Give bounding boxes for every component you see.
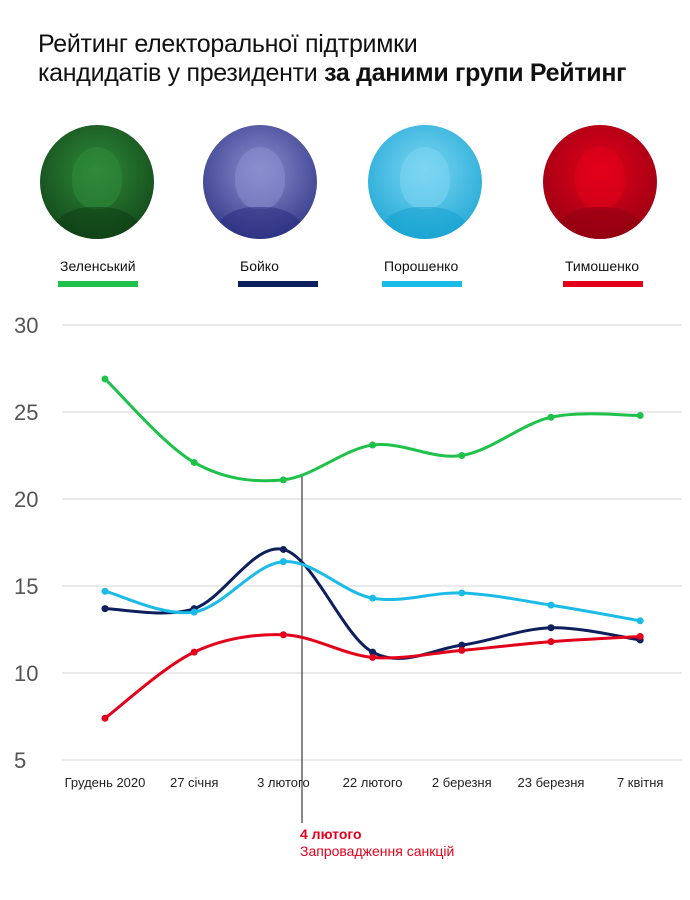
y-tick-label: 30 [14,313,38,338]
data-point [101,375,109,383]
data-point [458,646,466,654]
legend-label: Бойко [240,258,279,274]
data-point [636,632,644,640]
data-point [279,631,287,639]
title-source: за даними групи Рейтинг [324,59,627,87]
data-point [547,638,555,646]
candidate-photo-3 [520,125,680,239]
y-tick-label: 10 [14,661,38,686]
candidate-photo-1 [180,125,340,239]
event-annotation: 4 лютого Запровадження санкцій [300,826,454,860]
data-point [636,411,644,419]
data-point [101,605,109,613]
title-line-1: Рейтинг електоральної підтримки [38,30,418,58]
x-tick-label: 7 квітня [617,775,664,790]
data-point [279,558,287,566]
data-point [636,617,644,625]
legend-swatch [58,281,138,287]
y-tick-label: 5 [14,748,26,773]
data-point [369,594,377,602]
series-line-Зеленський [103,377,641,483]
y-tick-label: 25 [14,400,38,425]
portrait-image [368,125,482,239]
legend-label: Порошенко [384,258,459,274]
candidate-photo-2 [345,125,505,239]
legend-swatch [238,281,318,287]
series-line-Порошенко [104,560,641,623]
title-line-2: кандидатів у президенти за даними групи … [38,59,627,88]
series-line-Тимошенко [104,633,641,720]
portrait-image [40,125,154,239]
portrait-image [543,125,657,239]
y-tick-label: 20 [14,487,38,512]
data-point [369,648,377,656]
legend-label: Зеленський [60,258,136,274]
data-point [458,641,466,649]
x-tick-label: 23 березня [518,775,585,790]
data-point [190,608,198,616]
portrait-image [203,125,317,239]
event-date: 4 лютого [300,826,362,842]
data-point [190,648,198,656]
data-point [458,589,466,597]
x-tick-label: 27 січня [170,775,218,790]
x-tick-label: 22 лютого [343,775,403,790]
x-tick-label: 3 лютого [257,775,310,790]
candidate-photo-0 [17,125,177,239]
data-point [279,545,287,553]
data-point [458,452,466,459]
data-point [369,441,377,449]
data-point [190,458,198,466]
legend-swatch [382,281,462,287]
data-point [547,413,555,421]
y-tick-label: 15 [14,574,38,599]
data-point [369,653,377,661]
legend-swatch [563,281,643,287]
legend-label: Тимошенко [565,258,639,274]
data-point [101,714,109,722]
data-point [547,601,555,609]
chart-title: Рейтинг електоральної підтримки кандидат… [38,30,627,88]
data-point [547,624,555,632]
title-line-2-text: кандидатів у президенти [38,59,325,87]
x-tick-label: Грудень 2020 [65,775,146,790]
event-text: Запровадження санкцій [300,843,455,859]
data-point [101,587,109,595]
data-point [279,476,287,484]
x-tick-label: 2 березня [432,775,492,790]
